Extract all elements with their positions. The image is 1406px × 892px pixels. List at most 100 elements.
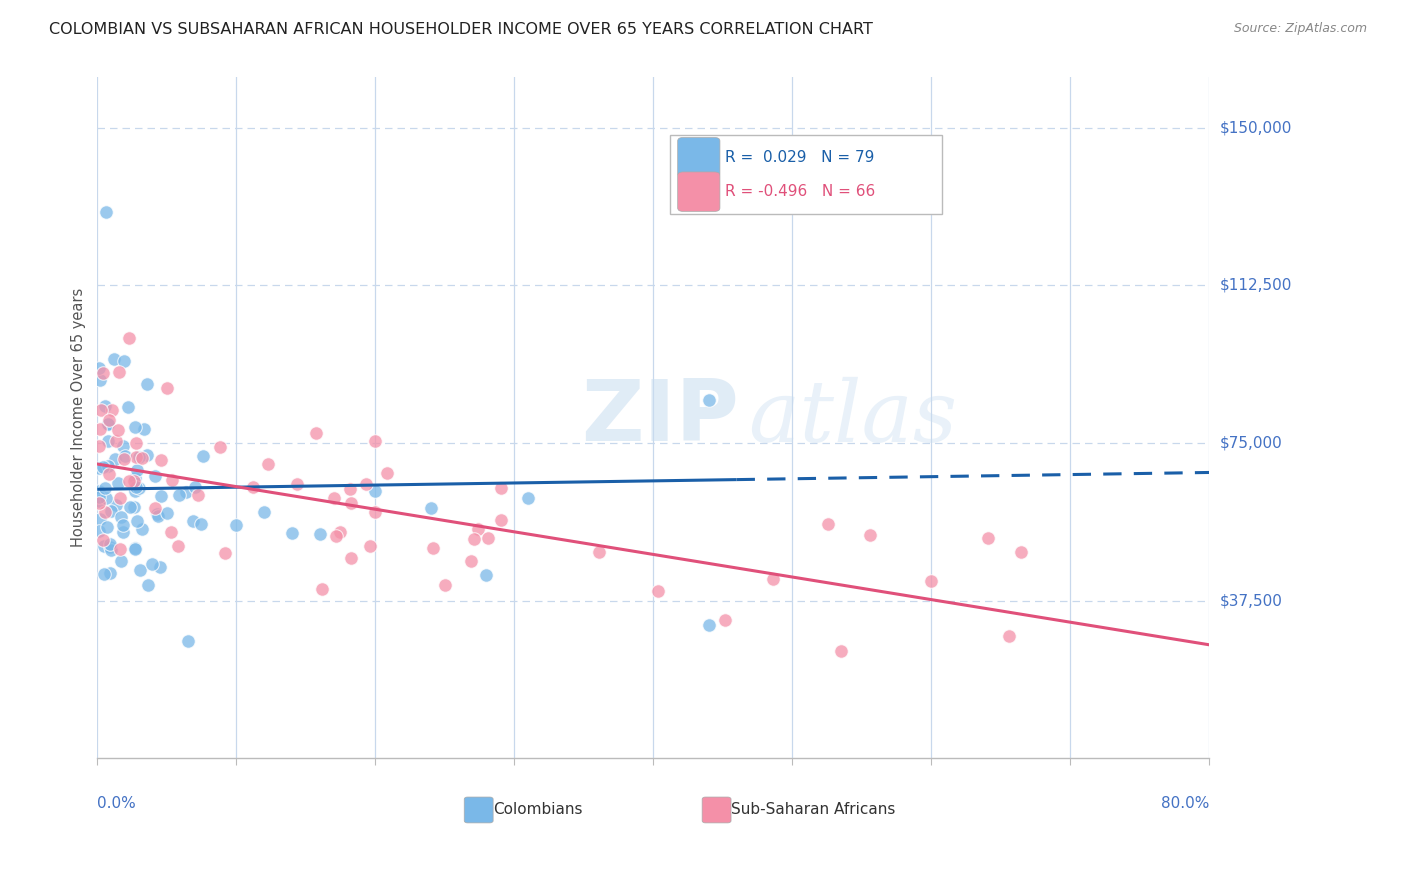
- Text: $37,500: $37,500: [1220, 593, 1284, 608]
- Point: [830, 644, 852, 658]
- Point: [93, 567, 115, 582]
- Point: [94, 505, 117, 519]
- Text: ZIP: ZIP: [581, 376, 738, 459]
- Point: [89, 512, 111, 526]
- Point: [145, 501, 167, 516]
- Point: [103, 351, 125, 366]
- Point: [89, 422, 111, 436]
- Point: [100, 504, 122, 518]
- Point: [762, 572, 785, 586]
- Point: [489, 481, 512, 495]
- Point: [1010, 545, 1032, 559]
- Point: [136, 448, 159, 462]
- Point: [257, 458, 280, 472]
- Point: [208, 440, 231, 454]
- Point: [108, 365, 131, 379]
- Point: [125, 463, 148, 477]
- Text: $75,000: $75,000: [1220, 435, 1282, 450]
- Point: [323, 491, 346, 505]
- Point: [87, 461, 110, 475]
- Point: [91, 459, 114, 474]
- Point: [463, 533, 485, 547]
- Point: [117, 401, 139, 415]
- Point: [817, 517, 839, 532]
- Point: [311, 582, 333, 597]
- Point: [160, 524, 183, 539]
- Point: [285, 477, 308, 491]
- FancyBboxPatch shape: [702, 797, 731, 823]
- Point: [98, 566, 121, 580]
- Point: [998, 629, 1021, 643]
- Point: [146, 507, 169, 521]
- Point: [364, 483, 387, 498]
- Point: [93, 400, 115, 414]
- Point: [89, 490, 111, 504]
- Point: [146, 508, 169, 523]
- Point: [150, 489, 173, 503]
- Point: [122, 500, 145, 514]
- Point: [136, 577, 159, 591]
- Text: $112,500: $112,500: [1220, 278, 1292, 293]
- Point: [110, 554, 132, 568]
- Point: [920, 574, 942, 589]
- Point: [475, 567, 498, 582]
- Point: [422, 541, 444, 555]
- Point: [114, 449, 136, 463]
- Point: [87, 524, 110, 538]
- FancyBboxPatch shape: [669, 136, 942, 213]
- Point: [141, 557, 163, 571]
- Point: [359, 539, 381, 553]
- Point: [122, 474, 145, 488]
- Text: COLOMBIAN VS SUBSAHARAN AFRICAN HOUSEHOLDER INCOME OVER 65 YEARS CORRELATION CHA: COLOMBIAN VS SUBSAHARAN AFRICAN HOUSEHOL…: [49, 22, 873, 37]
- Point: [112, 353, 135, 368]
- Point: [460, 554, 482, 568]
- Point: [181, 514, 204, 528]
- Point: [105, 434, 128, 448]
- Point: [97, 413, 120, 427]
- Point: [118, 475, 141, 489]
- Point: [91, 533, 114, 548]
- Point: [150, 452, 173, 467]
- Text: atlas: atlas: [748, 376, 957, 459]
- Point: [101, 403, 124, 417]
- Point: [434, 577, 457, 591]
- Point: [305, 425, 328, 440]
- Point: [697, 392, 720, 407]
- Point: [308, 527, 330, 541]
- Text: 0.0%: 0.0%: [97, 796, 136, 811]
- Point: [97, 458, 120, 473]
- Point: [339, 496, 361, 510]
- Point: [111, 517, 134, 532]
- Point: [467, 522, 489, 536]
- Point: [176, 485, 198, 500]
- Point: [588, 545, 610, 559]
- Point: [517, 491, 540, 505]
- Y-axis label: Householder Income Over 65 years: Householder Income Over 65 years: [72, 288, 86, 548]
- Text: $150,000: $150,000: [1220, 120, 1292, 136]
- Text: Sub-Saharan Africans: Sub-Saharan Africans: [731, 803, 896, 817]
- Point: [177, 633, 200, 648]
- Point: [96, 520, 118, 534]
- Point: [124, 471, 146, 485]
- Point: [87, 360, 110, 375]
- Point: [193, 449, 215, 463]
- Point: [118, 331, 141, 345]
- Point: [214, 546, 236, 560]
- Point: [363, 434, 385, 449]
- Point: [340, 551, 363, 566]
- Point: [187, 488, 209, 502]
- Point: [697, 617, 720, 632]
- Point: [977, 531, 1000, 545]
- Point: [96, 491, 118, 506]
- Point: [128, 481, 150, 495]
- FancyBboxPatch shape: [464, 797, 494, 823]
- Point: [858, 528, 880, 542]
- Point: [124, 483, 146, 498]
- Point: [107, 424, 129, 438]
- Point: [94, 205, 117, 219]
- Point: [87, 496, 110, 510]
- Point: [329, 524, 352, 539]
- Point: [112, 439, 135, 453]
- Point: [647, 583, 669, 598]
- Point: [98, 537, 121, 551]
